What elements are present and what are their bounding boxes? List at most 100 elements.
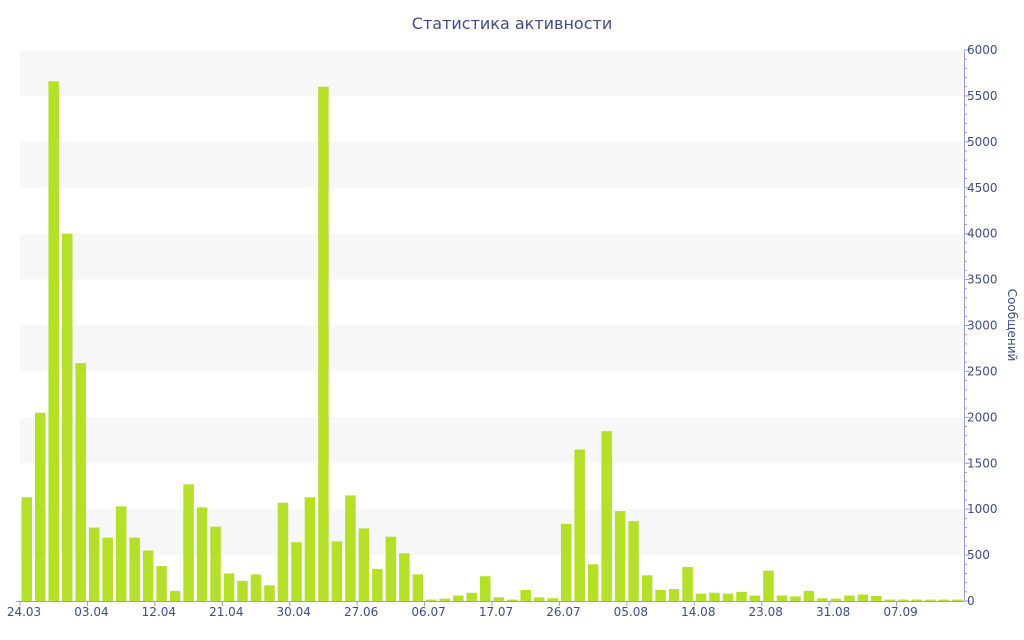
bar <box>264 585 275 601</box>
x-tick-label: 23.08 <box>749 605 783 619</box>
x-tick-label: 12.04 <box>142 605 176 619</box>
bar <box>88 527 100 601</box>
bar <box>776 595 788 601</box>
y-tick-label: 4500 <box>967 181 998 195</box>
bar <box>628 521 639 601</box>
bar <box>938 599 950 601</box>
x-tick-label: 17.07 <box>479 605 513 619</box>
x-tick-label: 07.09 <box>883 605 917 619</box>
bar <box>925 599 936 601</box>
bar <box>142 550 154 601</box>
bar <box>520 589 531 601</box>
bar <box>318 86 329 602</box>
bar <box>547 598 558 601</box>
x-tick-label: 31.08 <box>816 605 850 619</box>
bar <box>480 576 491 601</box>
bar <box>196 507 208 601</box>
y-tick-label: 5000 <box>967 135 998 149</box>
bar <box>722 593 734 601</box>
y-tick-label: 3000 <box>967 319 998 333</box>
x-tick-label: 03.04 <box>74 605 108 619</box>
bar <box>250 574 262 601</box>
bar <box>210 526 221 601</box>
bars <box>21 81 963 602</box>
bar <box>385 536 397 601</box>
y-tick-label: 0 <box>967 594 975 608</box>
y-axis-ticks: 0 500 1000 1500 2000 2500 3000 3500 4000 4500 5000… <box>964 43 998 608</box>
y-tick-label: 4000 <box>967 227 998 241</box>
y-tick-label: 2000 <box>967 410 998 424</box>
bar <box>426 599 437 601</box>
bar <box>412 574 424 601</box>
bar <box>345 495 356 601</box>
x-tick-label: 27.06 <box>344 605 378 619</box>
bar <box>844 595 855 601</box>
bar <box>803 590 815 601</box>
x-tick-label: 30.04 <box>277 605 311 619</box>
bar <box>129 537 140 601</box>
x-tick-label: 21.04 <box>209 605 243 619</box>
grid-band <box>20 233 964 280</box>
x-tick-label: 05.08 <box>614 605 648 619</box>
bar <box>736 591 747 601</box>
bar <box>506 599 518 601</box>
chart-title: Статистика активности <box>411 14 613 33</box>
bar <box>682 567 693 601</box>
grid-band <box>20 417 964 464</box>
bar <box>331 541 343 601</box>
bar <box>560 523 572 601</box>
grid-band <box>20 141 964 188</box>
bar <box>372 568 383 601</box>
bar <box>614 511 626 601</box>
bar <box>183 484 194 601</box>
x-axis-ticks: 24.03 03.04 12.04 21.04 30.04 27.06 06.07 17.07… <box>7 601 918 619</box>
bar <box>399 553 410 601</box>
bar <box>587 564 599 601</box>
bar <box>574 449 585 601</box>
bar <box>493 597 504 601</box>
grid-band <box>20 50 964 96</box>
bar <box>169 590 181 601</box>
bar <box>533 597 545 601</box>
bar <box>34 412 46 601</box>
bar <box>75 363 86 601</box>
bar <box>749 595 761 601</box>
bar <box>790 596 801 601</box>
y-tick-label: 3500 <box>967 273 998 287</box>
bar <box>466 592 478 601</box>
bar <box>21 497 32 601</box>
bar <box>115 506 127 601</box>
bar <box>304 497 316 601</box>
y-tick-label: 1000 <box>967 502 998 516</box>
bar <box>709 592 720 601</box>
y-tick-label: 500 <box>967 548 990 562</box>
bar <box>237 580 248 601</box>
bar <box>291 542 302 601</box>
grid-band <box>20 509 964 556</box>
bar <box>277 502 289 601</box>
y-tick-label: 6000 <box>967 43 998 57</box>
bar <box>884 599 896 601</box>
grid-band <box>20 325 964 372</box>
x-tick-label: 24.03 <box>7 605 41 619</box>
bar <box>911 599 923 601</box>
bar <box>763 570 774 601</box>
grid-bands <box>20 50 964 556</box>
bar <box>952 599 963 601</box>
bar <box>61 233 73 602</box>
x-tick-label: 06.07 <box>411 605 445 619</box>
bar <box>601 431 612 601</box>
y-tick-label: 2500 <box>967 364 998 378</box>
bar <box>641 575 653 601</box>
x-tick-label: 26.07 <box>546 605 580 619</box>
bar <box>857 594 869 601</box>
bar <box>668 589 680 601</box>
y-axis-title: Сообщений <box>1005 289 1019 362</box>
bar <box>223 573 235 601</box>
bar <box>48 81 59 602</box>
x-tick-label: 14.08 <box>681 605 715 619</box>
bar <box>358 528 370 601</box>
y-tick-label: 5500 <box>967 89 998 103</box>
bar <box>655 589 666 601</box>
